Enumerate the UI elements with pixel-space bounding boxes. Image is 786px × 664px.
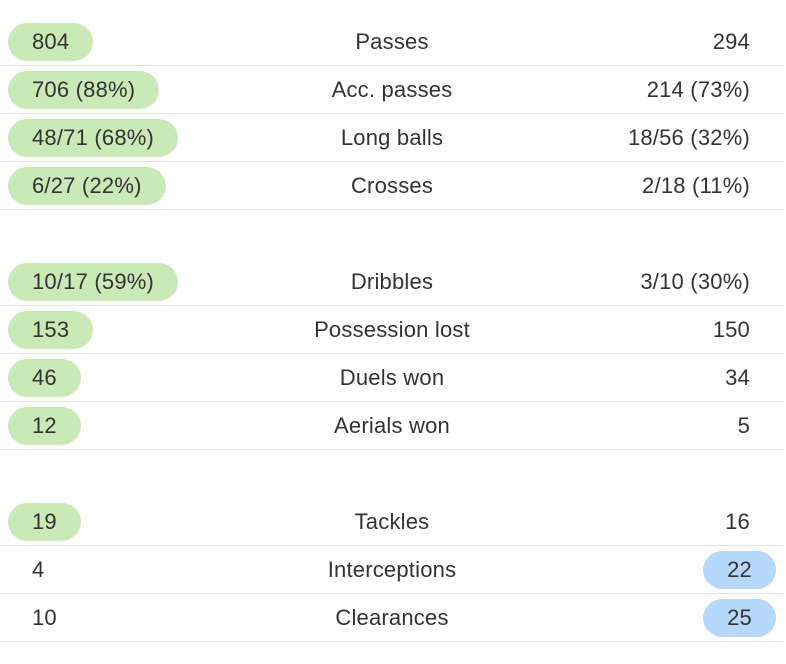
stat-label-cell: Passes (0, 18, 784, 65)
stat-label: Interceptions (327, 556, 457, 582)
home-value: 10/17 (59%) (8, 262, 179, 301)
stat-label: Possession lost (314, 316, 470, 342)
away-value: 2/18 (11%) (642, 172, 750, 198)
stat-label: Duels won (339, 364, 445, 390)
stat-row-clearances: 10 Clearances 25 (0, 594, 784, 642)
stat-label: Clearances (335, 604, 449, 630)
stat-label-cell: Tackles (0, 498, 784, 545)
stat-row-dribbles: 10/17 (59%) Dribbles 3/10 (30%) (0, 258, 784, 306)
home-value-cell: 19 (8, 498, 81, 545)
away-value: 18/56 (32%) (627, 124, 750, 150)
stat-row-long-balls: 48/71 (68%) Long balls 18/56 (32%) (0, 114, 784, 162)
away-value: 34 (725, 364, 750, 390)
home-value: 6/27 (22%) (8, 166, 166, 205)
home-value: 10 (32, 604, 57, 630)
stat-row-possession-lost: 153 Possession lost 150 (0, 306, 784, 354)
stat-label-cell: Duels won (0, 354, 784, 401)
away-value-cell: 18/56 (32%) (604, 114, 776, 161)
away-value-cell: 25 (703, 594, 776, 641)
home-value-cell: 153 (8, 306, 94, 353)
away-value-cell: 214 (73%) (623, 66, 776, 113)
stat-label: Aerials won (334, 412, 450, 438)
away-value-cell: 16 (701, 498, 776, 545)
stat-label-cell: Clearances (0, 594, 784, 641)
home-value: 706 (88%) (8, 70, 160, 109)
away-value-cell: 22 (703, 546, 776, 593)
home-value-cell: 12 (8, 402, 81, 449)
away-value: 294 (712, 28, 750, 54)
stat-label: Crosses (350, 172, 434, 198)
stats-group-duels: 10/17 (59%) Dribbles 3/10 (30%) 153 Poss… (0, 258, 784, 450)
away-value: 22 (703, 550, 776, 589)
stat-label: Acc. passes (331, 76, 453, 102)
away-value-cell: 294 (689, 18, 776, 65)
home-value-cell: 6/27 (22%) (8, 162, 166, 209)
away-value: 3/10 (30%) (640, 268, 750, 294)
away-value-cell: 3/10 (30%) (616, 258, 776, 305)
away-value: 16 (725, 508, 750, 534)
away-value: 25 (703, 598, 776, 637)
away-value-cell: 5 (714, 402, 776, 449)
stat-label: Long balls (340, 124, 444, 150)
stat-label: Dribbles (350, 268, 434, 294)
away-value: 5 (737, 412, 750, 438)
stat-label: Tackles (354, 508, 430, 534)
stat-label: Passes (355, 28, 429, 54)
home-value-cell: 706 (88%) (8, 66, 160, 113)
home-value-cell: 10 (8, 594, 81, 641)
away-value-cell: 150 (689, 306, 776, 353)
home-value: 46 (8, 358, 81, 397)
home-value-cell: 804 (8, 18, 94, 65)
away-value-cell: 34 (701, 354, 776, 401)
away-value: 150 (712, 316, 750, 342)
away-value: 214 (73%) (646, 76, 750, 102)
stat-row-acc-passes: 706 (88%) Acc. passes 214 (73%) (0, 66, 784, 114)
stat-label-cell: Aerials won (0, 402, 784, 449)
home-value-cell: 4 (8, 546, 68, 593)
home-value-cell: 46 (8, 354, 81, 401)
stat-row-aerials-won: 12 Aerials won 5 (0, 402, 784, 450)
home-value: 48/71 (68%) (8, 118, 179, 157)
stat-row-duels-won: 46 Duels won 34 (0, 354, 784, 402)
home-value: 804 (8, 22, 94, 61)
stats-group-defending: 19 Tackles 16 4 Interceptions 22 10 Clea… (0, 498, 784, 642)
home-value-cell: 48/71 (68%) (8, 114, 179, 161)
home-value: 4 (32, 556, 45, 582)
home-value-cell: 10/17 (59%) (8, 258, 179, 305)
home-value: 153 (8, 310, 94, 349)
stat-label-cell: Possession lost (0, 306, 784, 353)
stat-row-interceptions: 4 Interceptions 22 (0, 546, 784, 594)
stat-label-cell: Interceptions (0, 546, 784, 593)
home-value: 12 (8, 406, 81, 445)
stats-group-passing: 804 Passes 294 706 (88%) Acc. passes 214… (0, 18, 784, 210)
away-value-cell: 2/18 (11%) (618, 162, 776, 209)
stat-row-tackles: 19 Tackles 16 (0, 498, 784, 546)
stat-row-crosses: 6/27 (22%) Crosses 2/18 (11%) (0, 162, 784, 210)
home-value: 19 (8, 502, 81, 541)
stat-row-passes: 804 Passes 294 (0, 18, 784, 66)
